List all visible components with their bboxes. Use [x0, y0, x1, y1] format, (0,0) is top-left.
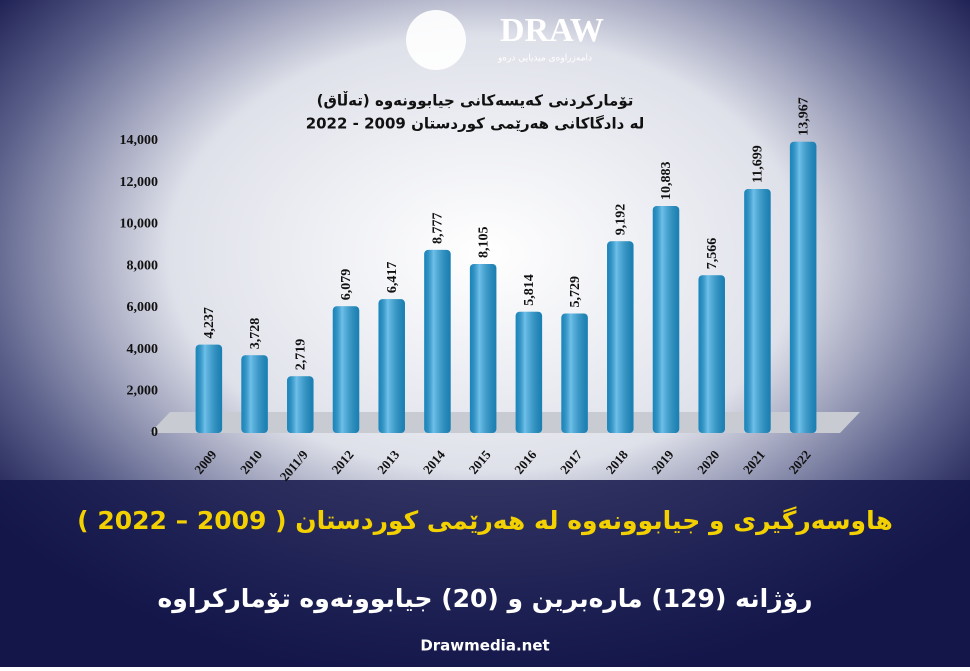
value-label: 6,417: [385, 262, 400, 294]
subheadline: رۆژانە (129) مارەبرین و (20) جیابوونەوە …: [157, 584, 812, 614]
tagline: دامەزراوەی میدیایی درەو: [497, 54, 592, 64]
y-tick-label: 2,000: [127, 384, 159, 399]
bar-shine: [652, 206, 680, 433]
value-label: 11,699: [751, 145, 766, 183]
value-label: 6,079: [339, 269, 354, 301]
value-label: 8,777: [431, 212, 446, 244]
bottom-band: [0, 480, 970, 667]
footer: Drawmedia.net: [420, 637, 549, 655]
bar-shine: [378, 299, 405, 433]
logo: DRAW: [500, 12, 604, 49]
y-tick-label: 8,000: [127, 258, 159, 273]
bar-shine: [332, 306, 360, 433]
value-label: 13,967: [796, 97, 811, 136]
bar-shine: [241, 355, 268, 433]
floor: [150, 412, 860, 433]
y-tick-label: 6,000: [127, 300, 159, 315]
bar-shine: [744, 188, 771, 433]
value-label: 4,237: [202, 307, 217, 339]
value-label: 10,883: [659, 162, 674, 201]
y-tick-label: 4,000: [127, 342, 159, 357]
bar-shine: [607, 241, 634, 433]
value-label: 3,728: [248, 318, 263, 350]
value-label: 9,192: [614, 204, 629, 236]
value-label: 2,719: [294, 339, 309, 371]
bar-shine: [469, 263, 497, 433]
y-tick-label: 14,000: [120, 133, 159, 148]
bar-shine: [287, 376, 314, 433]
bar-shine: [195, 344, 223, 433]
logo-mark: [406, 10, 466, 70]
bar-shine: [424, 249, 451, 433]
bar-shine: [698, 275, 725, 433]
chart-subtitle: لە دادگاکانی هەرێمی کوردستان 2009 - 2022: [306, 115, 645, 133]
bar-shine: [515, 311, 543, 433]
bar-shine: [561, 313, 588, 433]
value-label: 8,105: [476, 226, 491, 257]
value-label: 5,814: [522, 274, 537, 306]
value-label: 5,729: [568, 276, 583, 308]
headline: هاوسەرگیری و جیابوونەوە لە هەرێمی کوردست…: [77, 506, 893, 536]
bar-shine: [789, 141, 817, 433]
chart-title: تۆمارکردنی کەیسەکانی جیابوونەوە (تەڵاق): [317, 91, 634, 110]
value-label: 7,566: [705, 238, 720, 270]
y-tick-label: 12,000: [120, 175, 159, 190]
y-tick-label: 0: [151, 425, 158, 440]
y-tick-label: 10,000: [120, 217, 159, 232]
